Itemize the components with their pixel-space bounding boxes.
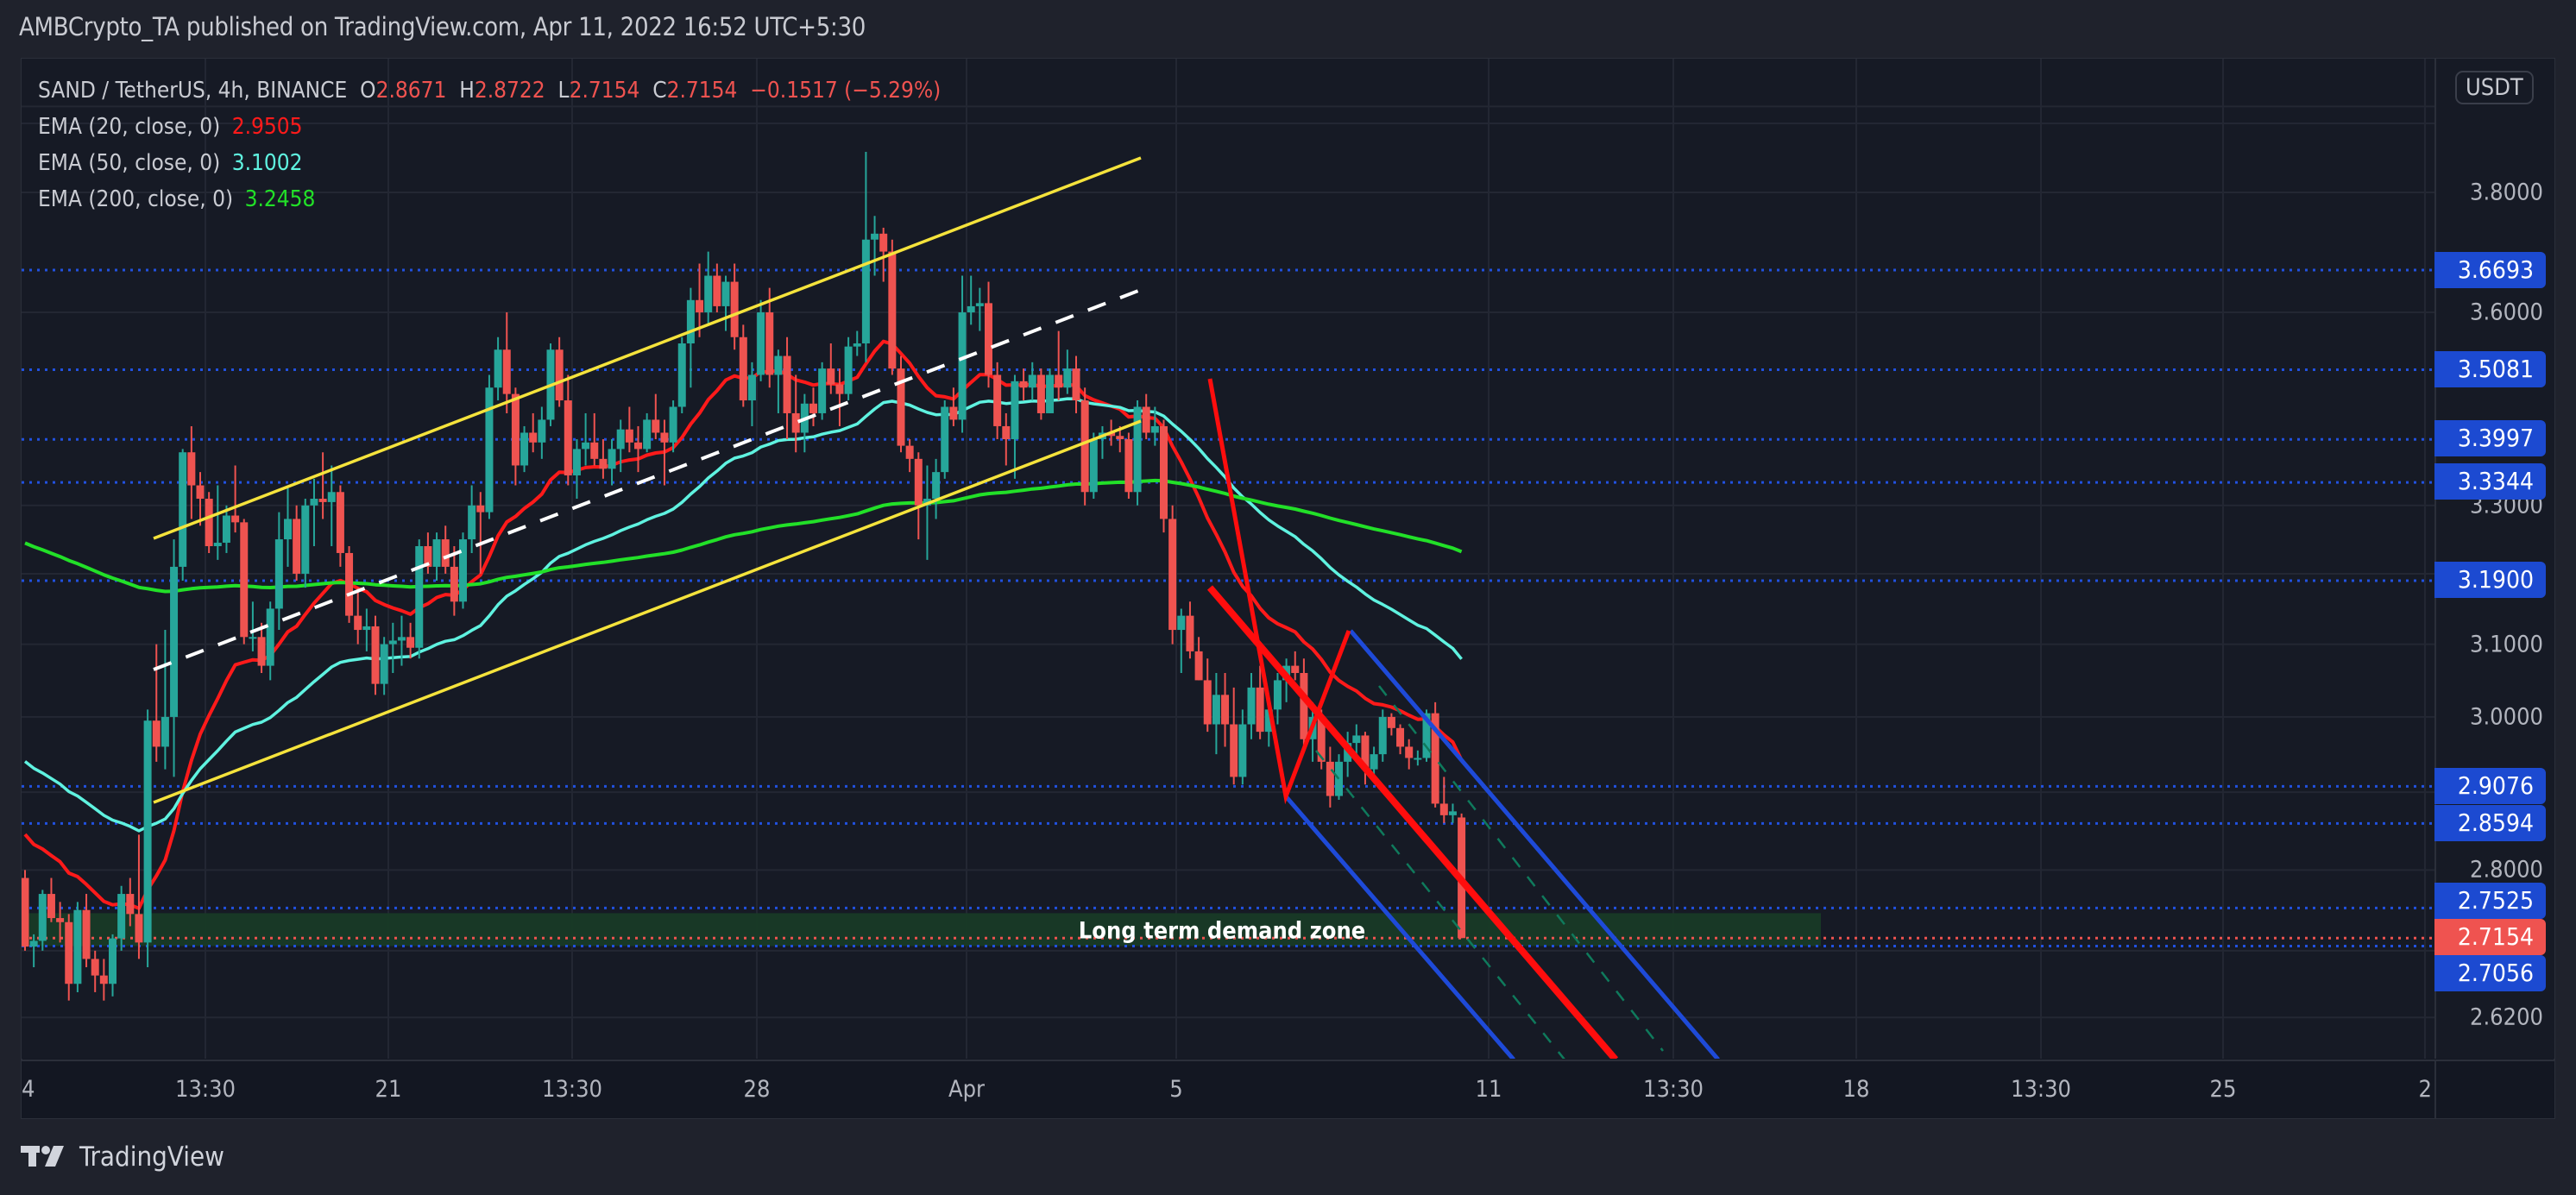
demand-zone-label: Long term demand zone (1078, 917, 1366, 945)
ema200-value: 3.2458 (244, 186, 316, 212)
price-level-tag[interactable]: 2.7525 (2434, 883, 2546, 919)
high-value: 2.8722 (474, 78, 545, 104)
time-tick-label: 13:30 (1643, 1076, 1704, 1103)
ema20-value: 2.9505 (231, 114, 303, 140)
tradingview-logo[interactable]: TradingView (21, 1142, 224, 1173)
grid-lines (22, 59, 2434, 1059)
time-tick-label: 4 (22, 1076, 35, 1103)
last-price-tag: 2.7154 (2434, 919, 2546, 955)
axis-corner (2434, 1060, 2554, 1118)
price-tick-label: 3.0000 (2470, 703, 2543, 731)
demand-zone (23, 913, 1821, 947)
time-axis[interactable] (22, 1060, 2434, 1118)
legend-ema20-row[interactable]: EMA (20, close, 0) 2.9505 (38, 114, 303, 140)
price-level-tag[interactable]: 2.8594 (2434, 805, 2546, 841)
time-tick-label: 21 (375, 1076, 402, 1103)
ema50-value: 3.1002 (231, 150, 303, 176)
tradingview-brand: TradingView (79, 1142, 224, 1173)
time-tick-label: 13:30 (175, 1076, 236, 1103)
horizontal-levels (22, 268, 2434, 948)
time-tick-label: 25 (2209, 1076, 2237, 1103)
time-tick-label: 28 (743, 1076, 771, 1103)
price-tick-label: 2.8000 (2470, 856, 2543, 884)
price-tick-label: 2.6200 (2470, 1003, 2543, 1031)
currency-button[interactable]: USDT (2455, 71, 2534, 104)
price-tick-label: 3.1000 (2470, 631, 2543, 658)
price-level-tag[interactable]: 3.6693 (2434, 252, 2546, 288)
open-value: 2.8671 (375, 78, 447, 104)
price-level-tag[interactable]: 2.9076 (2434, 768, 2546, 804)
low-value: 2.7154 (569, 78, 640, 104)
price-tick-label: 3.8000 (2470, 179, 2543, 206)
time-tick-label: Apr (948, 1076, 986, 1103)
time-tick-label: 11 (1475, 1076, 1502, 1103)
symbol-title: SAND / TetherUS, 4h, BINANCE (38, 78, 348, 104)
price-level-tag[interactable]: 3.1900 (2434, 562, 2546, 598)
price-tick-label: 3.6000 (2470, 299, 2543, 326)
candles (22, 152, 1466, 1001)
time-tick-label: 13:30 (542, 1076, 602, 1103)
price-level-tag[interactable]: 3.3344 (2434, 463, 2546, 500)
price-level-tag[interactable]: 2.7056 (2434, 955, 2546, 991)
legend-symbol-row[interactable]: SAND / TetherUS, 4h, BINANCE O2.8671 H2.… (38, 78, 942, 104)
price-level-tag[interactable]: 3.3997 (2434, 420, 2546, 456)
chart-legend: SAND / TetherUS, 4h, BINANCE O2.8671 H2.… (38, 72, 941, 217)
legend-ema50-row[interactable]: EMA (50, close, 0) 3.1002 (38, 150, 303, 176)
trend-drawings (153, 156, 1720, 1059)
legend-ema200-row[interactable]: EMA (200, close, 0) 3.2458 (38, 186, 316, 212)
change-value: −0.1517 (−5.29%) (750, 78, 942, 104)
time-tick-label: 5 (1169, 1076, 1183, 1103)
close-value: 2.7154 (666, 78, 738, 104)
time-tick-label: 18 (1842, 1076, 1870, 1103)
price-level-tag[interactable]: 3.5081 (2434, 351, 2546, 387)
time-tick-label: 13:30 (2011, 1076, 2071, 1103)
tradingview-logo-icon (21, 1146, 64, 1167)
time-tick-label: 2 (2418, 1076, 2432, 1103)
published-header: AMBCrypto_TA published on TradingView.co… (19, 12, 866, 41)
